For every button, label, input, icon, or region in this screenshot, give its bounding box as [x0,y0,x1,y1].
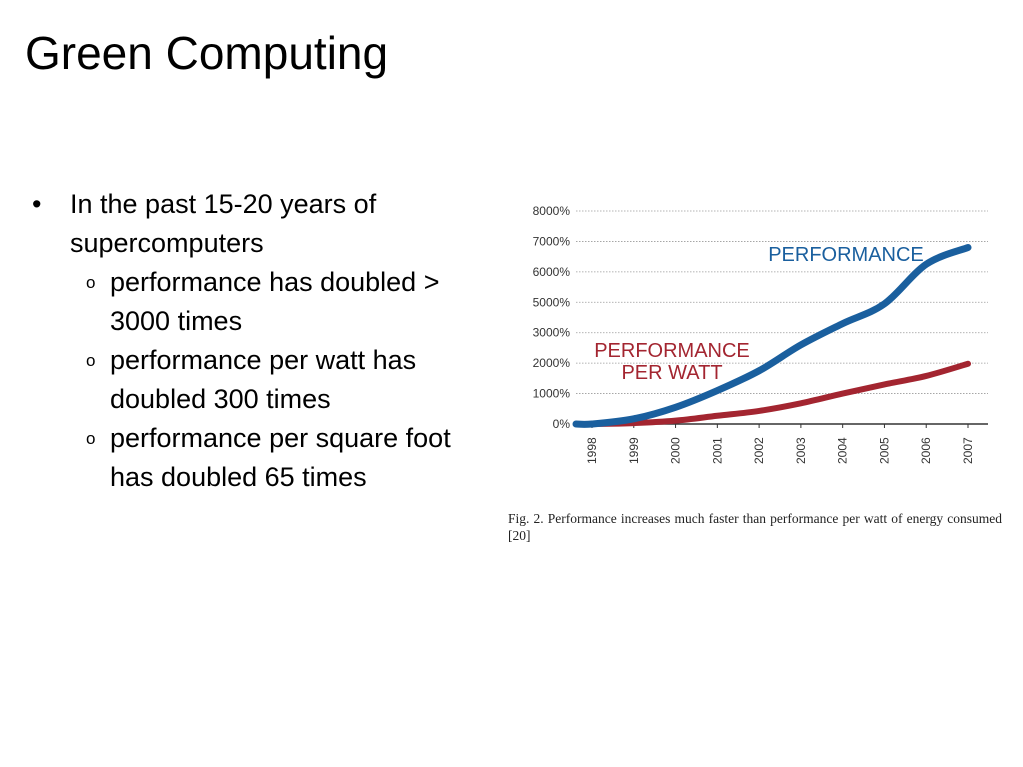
y-tick-label: 2000% [533,356,571,370]
bullet-list: • In the past 15-20 years of supercomput… [30,185,490,497]
y-tick-label: 7000% [533,234,571,248]
y-tick-label: 1000% [533,387,571,401]
x-tick-label: 2001 [710,437,724,464]
sub-bullet-text: performance per square foot has doubled … [110,423,451,492]
sub-bullet-marker: o [86,351,96,370]
performance-line [572,244,972,428]
chart-svg: 0% 1000% 2000% 3000% 5000% 6000% 7000% 8000% 199… [533,204,988,464]
sub-bullet-marker: o [86,273,96,292]
bullet-marker: • [32,189,42,219]
y-tick-label: 6000% [533,265,571,279]
series-label: PERFORMANCE [594,340,750,362]
sub-bullet-item: o performance per square foot has double… [30,419,490,497]
x-tick-label: 2002 [752,437,766,464]
y-tick-label: 5000% [533,295,571,309]
series-label: PERFORMANCE [768,244,924,266]
series-label: PER WATT [621,362,722,384]
y-tick-label: 8000% [533,204,571,218]
x-tick-label: 1999 [627,437,641,464]
sub-bullet-item: o performance per watt has doubled 300 t… [30,341,490,419]
bullet-item-main: • In the past 15-20 years of supercomput… [30,185,490,263]
slide-title: Green Computing [25,27,389,79]
sub-bullet-text: performance has doubled > 3000 times [110,267,440,336]
x-tick-label: 2004 [836,437,850,464]
sub-bullet-list: o performance has doubled > 3000 times o… [30,263,490,497]
sub-bullet-item: o performance has doubled > 3000 times [30,263,490,341]
figure-caption: Fig. 2. Performance increases much faste… [508,511,1002,543]
performance-chart: 0% 1000% 2000% 3000% 5000% 6000% 7000% 8000% 199… [508,195,1008,495]
x-tick-label: 2007 [961,437,975,464]
x-tick-label: 2005 [877,437,891,464]
bullet-text-main: In the past 15-20 years of supercomputer… [70,189,377,258]
x-tick-label: 2006 [919,437,933,464]
y-tick-label: 0% [553,417,571,431]
sub-bullet-marker: o [86,429,96,448]
sub-bullet-text: performance per watt has doubled 300 tim… [110,345,417,414]
x-tick-label: 2000 [669,437,683,464]
y-tick-label: 3000% [533,326,571,340]
x-tick-label: 2003 [794,437,808,464]
x-tick-label: 1998 [585,437,599,464]
